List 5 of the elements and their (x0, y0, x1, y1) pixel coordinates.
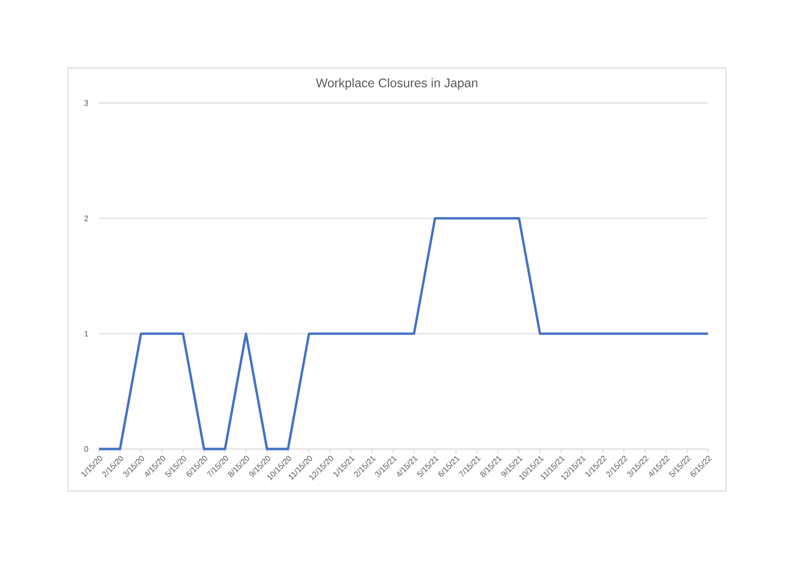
y-tick-label: 3 (84, 100, 88, 106)
y-tick-label: 1 (84, 330, 88, 336)
chart-title: Workplace Closures in Japan (316, 78, 478, 90)
y-tick-label: 0 (84, 446, 88, 452)
y-tick-label: 2 (84, 216, 88, 222)
